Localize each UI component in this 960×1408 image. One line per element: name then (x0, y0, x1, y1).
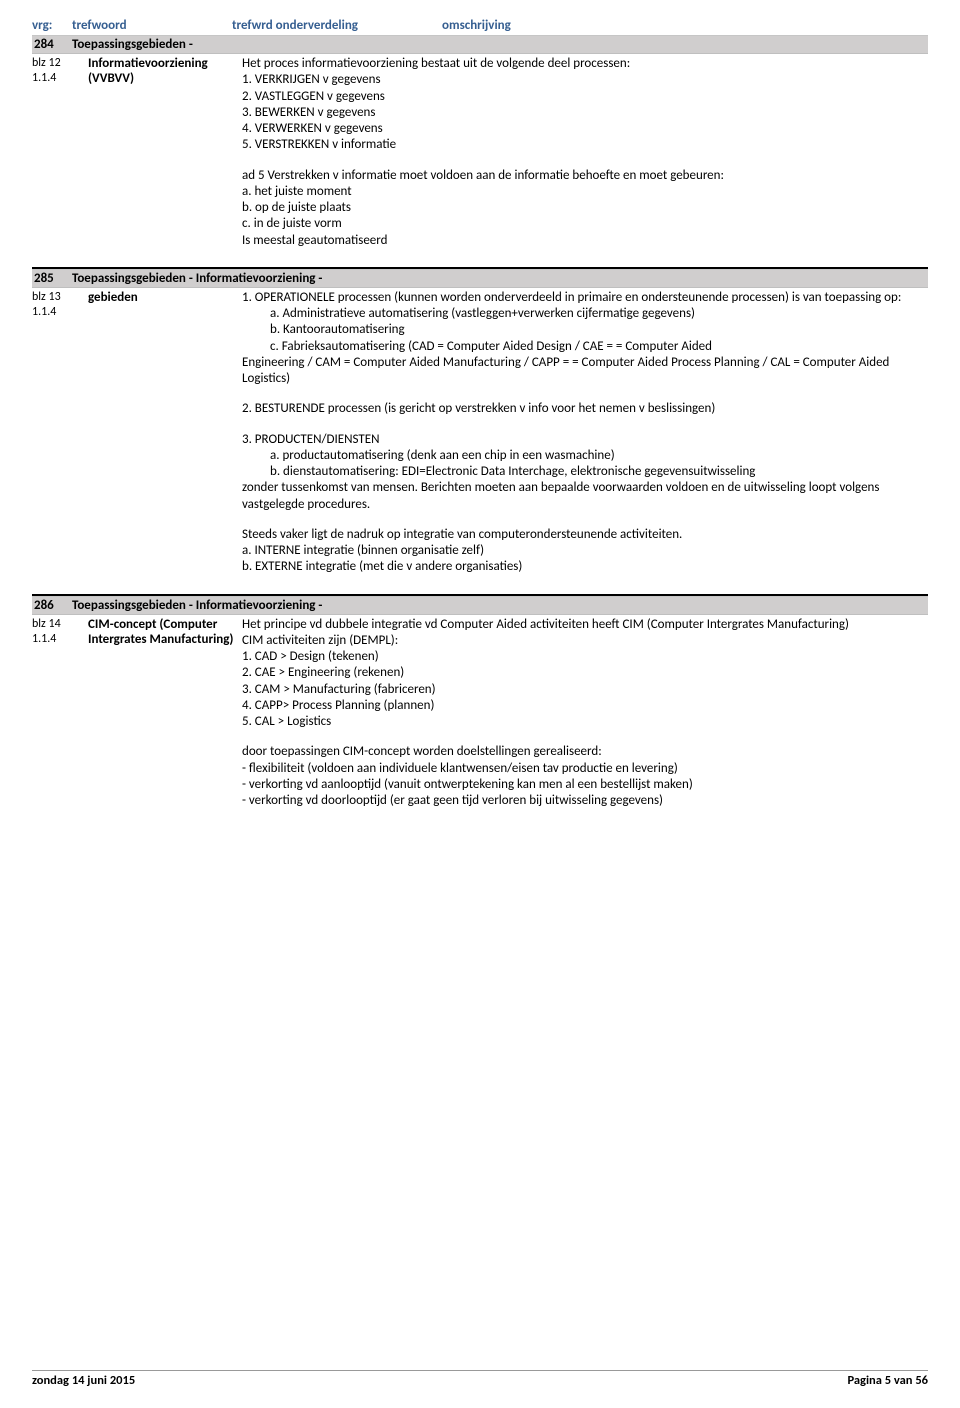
desc-line: 5. CAL > Logistics (242, 714, 928, 730)
section-number: 286 (32, 598, 72, 613)
header-vrg: vrg: (32, 18, 72, 33)
section-title: 284 Toepassingsgebieden - (32, 36, 928, 54)
desc-line: ad 5 Verstrekken v informatie moet voldo… (242, 168, 928, 184)
footer-page: Pagina 5 van 56 (847, 1373, 928, 1388)
desc-line: a. het juiste moment (242, 184, 928, 200)
desc-line: Het principe vd dubbele integratie vd Co… (242, 617, 928, 633)
desc-line: CIM activiteiten zijn (DEMPL): (242, 633, 928, 649)
sub-number: 1.1.4 (32, 305, 88, 319)
desc-line: - verkorting vd aanlooptijd (vanuit ontw… (242, 777, 928, 793)
section-title: 285 Toepassingsgebieden - Informatievoor… (32, 270, 928, 288)
desc-line: 3. PRODUCTEN/DIENSTEN (242, 432, 928, 448)
desc-line: 4. VERWERKEN v gegevens (242, 121, 928, 137)
entry-meta: blz 13 1.1.4 (32, 290, 88, 576)
section-heading: Toepassingsgebieden - Informatievoorzien… (72, 598, 928, 613)
desc-block: 3. PRODUCTEN/DIENSTEN a. productautomati… (242, 432, 928, 513)
blz-label: blz 14 (32, 617, 88, 631)
section-heading: Toepassingsgebieden - Informatievoorzien… (72, 271, 928, 286)
desc-line: b. EXTERNE integratie (met die v andere … (242, 559, 928, 575)
entry-row: blz 14 1.1.4 CIM-concept (Computer Inter… (32, 615, 928, 810)
sub-number: 1.1.4 (32, 632, 88, 646)
keyword: gebieden (88, 290, 242, 576)
blz-label: blz 13 (32, 290, 88, 304)
desc-line: c. Fabrieksautomatisering (CAD = Compute… (242, 339, 928, 355)
desc-line: Steeds vaker ligt de nadruk op integrati… (242, 527, 928, 543)
desc-line: 2. BESTURENDE processen (is gericht op v… (242, 401, 928, 417)
desc-line: b. dienstautomatisering: EDI=Electronic … (242, 464, 928, 480)
desc-line: Het proces informatievoorziening bestaat… (242, 56, 928, 72)
desc-line: 1. OPERATIONELE processen (kunnen worden… (242, 290, 928, 306)
description: 1. OPERATIONELE processen (kunnen worden… (242, 290, 928, 576)
section-286: 286 Toepassingsgebieden - Informatievoor… (32, 597, 928, 810)
desc-line: 1. CAD > Design (tekenen) (242, 649, 928, 665)
desc-line: 1. VERKRIJGEN v gegevens (242, 72, 928, 88)
desc-line: 3. CAM > Manufacturing (fabriceren) (242, 682, 928, 698)
blz-label: blz 12 (32, 56, 88, 70)
keyword: CIM-concept (Computer Intergrates Manufa… (88, 617, 242, 810)
keyword: Informatievoorziening (VVBVV) (88, 56, 242, 249)
desc-line: - flexibiliteit (voldoen aan individuele… (242, 761, 928, 777)
header-onderverdeling: trefwrd onderverdeling (232, 18, 442, 33)
section-285: 285 Toepassingsgebieden - Informatievoor… (32, 270, 928, 576)
section-heading: Toepassingsgebieden - (72, 37, 928, 52)
desc-line: 4. CAPP> Process Planning (plannen) (242, 698, 928, 714)
desc-line: Is meestal geautomatiseerd (242, 233, 928, 249)
column-headers: vrg: trefwoord trefwrd onderverdeling om… (32, 18, 928, 36)
header-trefwoord: trefwoord (72, 18, 232, 33)
section-number: 285 (32, 271, 72, 286)
section-284: 284 Toepassingsgebieden - blz 12 1.1.4 I… (32, 36, 928, 249)
entry-row: blz 12 1.1.4 Informatievoorziening (VVBV… (32, 54, 928, 249)
desc-line: b. op de juiste plaats (242, 200, 928, 216)
entry-meta: blz 12 1.1.4 (32, 56, 88, 249)
desc-line: a. Administratieve automatisering (vastl… (242, 306, 928, 322)
desc-block: ad 5 Verstrekken v informatie moet voldo… (242, 168, 928, 249)
section-number: 284 (32, 37, 72, 52)
desc-line: - verkorting vd doorlooptijd (er gaat ge… (242, 793, 928, 809)
desc-line: door toepassingen CIM-concept worden doe… (242, 744, 928, 760)
desc-line: Engineering / CAM = Computer Aided Manuf… (242, 355, 928, 388)
desc-block: door toepassingen CIM-concept worden doe… (242, 744, 928, 809)
entry-meta: blz 14 1.1.4 (32, 617, 88, 810)
desc-line: 3. BEWERKEN v gegevens (242, 105, 928, 121)
page-footer: zondag 14 juni 2015 Pagina 5 van 56 (32, 1370, 928, 1388)
desc-line: c. in de juiste vorm (242, 216, 928, 232)
desc-line: a. productautomatisering (denk aan een c… (242, 448, 928, 464)
desc-line: 5. VERSTREKKEN v informatie (242, 137, 928, 153)
desc-block: Steeds vaker ligt de nadruk op integrati… (242, 527, 928, 576)
section-title: 286 Toepassingsgebieden - Informatievoor… (32, 597, 928, 615)
sub-number: 1.1.4 (32, 71, 88, 85)
description: Het principe vd dubbele integratie vd Co… (242, 617, 928, 810)
desc-line: 2. CAE > Engineering (rekenen) (242, 665, 928, 681)
description: Het proces informatievoorziening bestaat… (242, 56, 928, 249)
desc-line: zonder tussenkomst van mensen. Berichten… (242, 480, 928, 513)
header-omschrijving: omschrijving (442, 18, 928, 33)
desc-line: a. INTERNE integratie (binnen organisati… (242, 543, 928, 559)
desc-line: b. Kantoorautomatisering (242, 322, 928, 338)
entry-row: blz 13 1.1.4 gebieden 1. OPERATIONELE pr… (32, 288, 928, 576)
desc-block: 2. BESTURENDE processen (is gericht op v… (242, 401, 928, 417)
footer-date: zondag 14 juni 2015 (32, 1373, 135, 1388)
desc-line: 2. VASTLEGGEN v gegevens (242, 89, 928, 105)
